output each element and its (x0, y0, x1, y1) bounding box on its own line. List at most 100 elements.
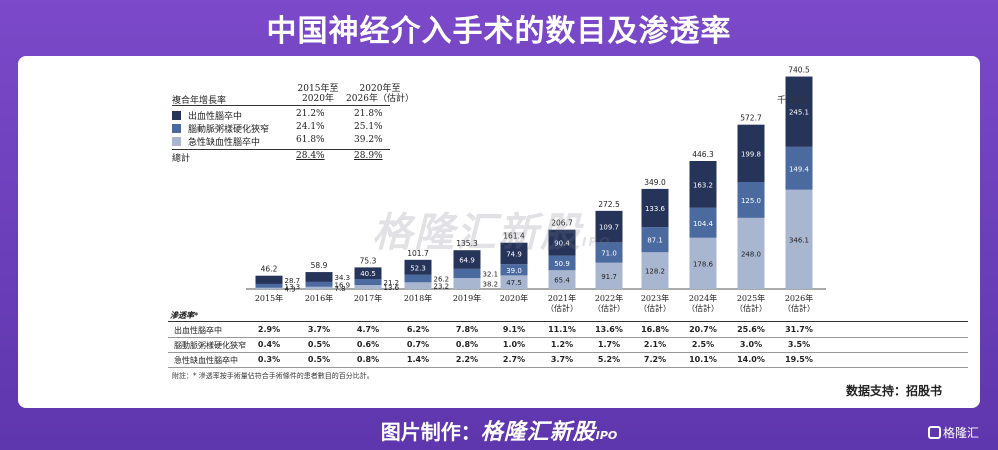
bar-value-label: 90.4 (554, 240, 570, 248)
category-label: 2015年 (255, 293, 283, 303)
bar-segment (453, 268, 481, 279)
bar-total-label: 272.5 (598, 200, 620, 209)
penetration-value: 6.2% (406, 325, 430, 334)
penetration-value: 3.0% (739, 340, 763, 349)
bar-value-label: 34.3 (335, 274, 351, 282)
bar-value-label: 50.9 (554, 260, 570, 268)
source-label: 数据支持：招股书 (846, 384, 943, 398)
category-label: （估計） (546, 303, 578, 313)
legend-name: 出血性腦卒中 (188, 112, 243, 122)
penetration-value: 7.2% (643, 355, 667, 364)
penetration-value: 2.7% (502, 355, 526, 364)
penetration-row-divider (168, 367, 968, 368)
penetration-value: 3.7% (307, 325, 331, 334)
bar-segment (595, 262, 623, 289)
bar-total-label: 75.3 (360, 256, 377, 265)
bar-segment (404, 259, 432, 275)
category-label: 2019年 (453, 293, 481, 303)
brand-logo-icon (928, 426, 941, 439)
penetration-row: 腦動脈粥樣硬化狹窄 0.4% 0.5% 0.6% 0.7% 0.8% 1.0% 1.2% 1.7… (168, 340, 968, 352)
bar-segment (305, 286, 333, 289)
bar-value-label: 74.9 (506, 250, 522, 258)
category-label: 2022年 (595, 293, 623, 303)
bar-segment (548, 255, 576, 271)
total-cagr: 28.9% (354, 151, 383, 161)
penetration-value: 2.1% (643, 340, 667, 349)
bar-value-label: 28.7 (285, 277, 301, 285)
legend-swatch-hemorrhagic (172, 111, 181, 120)
footer: 图片制作：格隆汇新股IPO (0, 414, 998, 446)
bar-segment (453, 278, 481, 289)
bar-value-label: 149.4 (789, 165, 810, 173)
bar-segment (548, 229, 576, 256)
penetration-row-divider (168, 337, 968, 338)
footer-prefix: 图片制作： (380, 420, 481, 444)
bar-segment (354, 279, 382, 286)
bar-value-label: 133.6 (645, 205, 666, 213)
category-label: 2021年 (548, 293, 576, 303)
penetration-value: 19.5% (785, 355, 813, 364)
legend-name: 腦動脈粥樣硬化狹窄 (188, 125, 270, 135)
bar-total-label: 135.3 (456, 239, 478, 248)
penetration-value: 1.4% (406, 355, 430, 364)
penetration-value: 0.8% (455, 340, 479, 349)
cagr-value: 24.1% (296, 122, 325, 132)
bar-segment (595, 210, 623, 243)
bar-segment (785, 189, 813, 289)
category-label: （估計） (735, 303, 767, 313)
category-label: 2018年 (404, 293, 432, 303)
bar-segment (689, 237, 717, 289)
bar-value-label: 104.4 (693, 220, 714, 228)
bar-value-label: 32.1 (483, 270, 499, 278)
footnote: 附註：* 滲透率按手術量佔符合手術條件的患者數目的百分比計。 (172, 372, 374, 380)
bar-value-label: 178.6 (693, 260, 714, 268)
category-label: （估計） (687, 303, 719, 313)
penetration-value: 7.8% (455, 325, 479, 334)
bar-value-label: 7.8 (335, 285, 346, 293)
bar-value-label: 109.7 (599, 224, 619, 232)
total-divider (172, 149, 390, 150)
cagr-col2-header: 2020年至 2026年（估計） (346, 84, 414, 104)
legend-swatch-ischemic (172, 137, 181, 146)
bar-total-label: 58.9 (311, 261, 328, 270)
bar-value-label: 16.9 (335, 281, 351, 289)
bar-segment (255, 283, 283, 288)
bar-segment (689, 207, 717, 238)
watermark-text: 格隆汇新股 (372, 210, 582, 256)
category-label: 2016年 (305, 293, 333, 303)
penetration-value: 3.5% (787, 340, 811, 349)
penetration-value: 2.5% (691, 340, 715, 349)
penetration-value: 1.2% (550, 340, 574, 349)
legend-swatch-stenosis (172, 124, 181, 133)
bar-total-label: 740.5 (788, 66, 810, 75)
bar-value-label: 65.4 (554, 277, 570, 285)
bar-value-label: 64.9 (459, 257, 475, 265)
bar-segment (354, 285, 382, 289)
cagr-value: 61.8% (296, 135, 325, 145)
bar-segment (785, 146, 813, 190)
cagr-value: 39.2% (354, 135, 383, 145)
cagr-col1-header: 2015年至 2020年 (297, 84, 339, 104)
cagr-header-label: 複合年增長率 (172, 96, 227, 106)
corner-logo: 格隆汇 (928, 424, 979, 441)
bar-value-label: 163.2 (693, 181, 713, 189)
bar-value-label: 52.3 (410, 264, 426, 272)
category-label: （估計） (639, 303, 671, 313)
bar-value-label: 26.2 (434, 276, 450, 284)
penetration-value: 0.6% (356, 340, 380, 349)
bar-segment (305, 281, 333, 287)
penetration-value: 0.5% (307, 340, 331, 349)
total-cagr: 28.4% (296, 151, 325, 161)
bar-segment (737, 181, 765, 218)
bar-value-label: 128.2 (645, 268, 665, 276)
penetration-value: 2.2% (455, 355, 479, 364)
bar-value-label: 23.2 (434, 283, 450, 291)
penetration-row: 出血性腦卒中 2.9% 3.7% 4.7% 6.2% 7.8% 9.1% 11.1% 13.6%… (168, 325, 968, 337)
penetration-value: 0.3% (257, 355, 281, 364)
category-label: 2023年 (641, 293, 669, 303)
watermark-sub: IPO (582, 235, 612, 249)
penetration-value: 1.7% (597, 340, 621, 349)
bar-total-label: 206.7 (551, 219, 573, 228)
bar-total-label: 101.7 (407, 249, 429, 258)
total-label: 總計 (172, 154, 191, 164)
